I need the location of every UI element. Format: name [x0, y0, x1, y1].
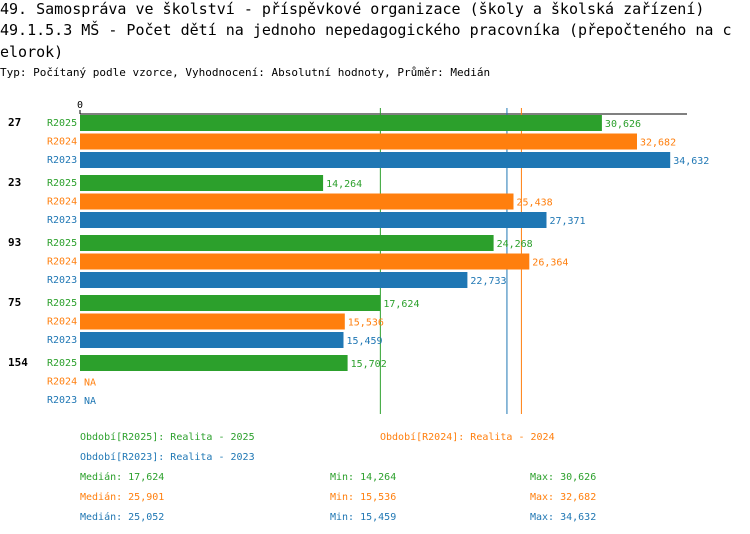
legend-r2025: Období[R2025]: Realita - 2025 — [80, 431, 255, 443]
title-line-3: elorok) — [0, 43, 64, 61]
data-label: 14,264 — [326, 179, 362, 190]
x-axis-zero-label: 0 — [77, 100, 83, 111]
category-label: 75 — [8, 296, 21, 309]
series-label-r2024: R2024 — [47, 257, 77, 268]
series-label-r2024: R2024 — [47, 317, 77, 328]
bar-r2023-27 — [80, 152, 671, 168]
data-label: 24,268 — [497, 239, 533, 250]
data-label: 30,626 — [605, 119, 641, 130]
stat-max: Max: 32,682 — [530, 492, 596, 503]
series-label-r2025: R2025 — [47, 238, 77, 249]
bar-r2024-75 — [80, 313, 345, 330]
bar-r2024-23 — [80, 193, 514, 210]
data-label: 32,682 — [640, 138, 676, 149]
data-label: 15,459 — [346, 336, 382, 347]
bar-r2025-154 — [80, 355, 348, 371]
category-label: 93 — [8, 236, 21, 249]
series-label-r2024: R2024 — [47, 197, 77, 208]
series-label-r2024: R2024 — [47, 137, 77, 148]
data-label: 15,536 — [348, 318, 384, 329]
bar-r2024-93 — [80, 253, 530, 270]
category-label: 23 — [8, 176, 21, 189]
series-label-r2024: R2024 — [47, 377, 77, 388]
data-label-na: NA — [84, 378, 96, 389]
data-label: 34,632 — [673, 156, 709, 167]
series-label-r2023: R2023 — [47, 275, 77, 286]
series-label-r2025: R2025 — [47, 298, 77, 309]
bar-r2025-27 — [80, 115, 602, 131]
series-label-r2025: R2025 — [47, 178, 77, 189]
data-label: 27,371 — [549, 216, 585, 227]
data-label: 15,702 — [351, 359, 387, 370]
title-line-1: 49. Samospráva ve školství - příspěvkové… — [0, 0, 705, 18]
stat-min: Min: 15,536 — [330, 492, 396, 503]
stat-min: Min: 15,459 — [330, 512, 396, 523]
bar-r2023-93 — [80, 272, 468, 288]
series-label-r2025: R2025 — [47, 118, 77, 129]
category-label: 154 — [8, 356, 28, 369]
bar-r2025-23 — [80, 175, 324, 191]
series-label-r2023: R2023 — [47, 335, 77, 346]
data-label: 25,438 — [517, 198, 553, 209]
series-label-r2023: R2023 — [47, 395, 77, 406]
data-label: 22,733 — [470, 276, 506, 287]
bar-r2025-75 — [80, 295, 381, 311]
data-label: 17,624 — [383, 299, 419, 310]
legend-r2024: Období[R2024]: Realita - 2024 — [380, 431, 555, 443]
title-line-2: 49.1.5.3 MŠ - Počet dětí na jednoho nepe… — [0, 21, 732, 39]
category-label: 27 — [8, 116, 21, 129]
bar-r2025-93 — [80, 235, 494, 251]
series-label-r2023: R2023 — [47, 215, 77, 226]
bar-r2023-23 — [80, 212, 547, 228]
stat-max: Max: 34,632 — [530, 512, 596, 523]
stat-max: Max: 30,626 — [530, 472, 596, 483]
series-label-r2023: R2023 — [47, 155, 77, 166]
bar-r2024-27 — [80, 133, 637, 150]
stat-median: Medián: 17,624 — [80, 471, 164, 483]
data-label-na: NA — [84, 396, 96, 407]
stat-median: Medián: 25,901 — [80, 491, 164, 503]
stat-min: Min: 14,264 — [330, 472, 396, 483]
stat-median: Medián: 25,052 — [80, 511, 164, 523]
chart-subtitle: Typ: Počítaný podle vzorce, Vyhodnocení:… — [0, 66, 491, 79]
legend-r2023: Období[R2023]: Realita - 2023 — [80, 451, 255, 463]
series-label-r2025: R2025 — [47, 358, 77, 369]
bar-r2023-75 — [80, 332, 344, 348]
data-label: 26,364 — [532, 258, 568, 269]
